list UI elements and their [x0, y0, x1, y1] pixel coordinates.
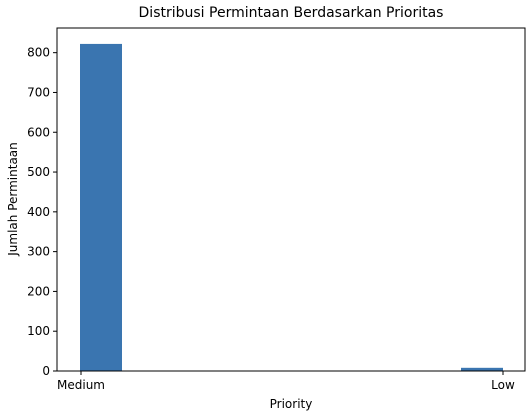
- x-tick-label-low: Low: [491, 378, 515, 392]
- y-tick-label: 200: [27, 284, 50, 298]
- bars-layer: [80, 43, 503, 371]
- y-tick-label: 100: [27, 324, 50, 338]
- y-axis-label: Jumlah Permintaan: [6, 142, 20, 257]
- x-axis-ticks: Medium Low: [57, 371, 515, 392]
- chart-title: Distribusi Permintaan Berdasarkan Priori…: [139, 5, 444, 21]
- y-tick-label: 600: [27, 125, 50, 139]
- y-tick-label: 700: [27, 85, 50, 99]
- y-tick-label: 400: [27, 205, 50, 219]
- y-tick-label: 800: [27, 46, 50, 60]
- y-axis-ticks: 0 100 200 300 400 500 600 700 800: [27, 46, 57, 378]
- y-tick-label: 0: [42, 364, 50, 378]
- y-tick-label: 500: [27, 165, 50, 179]
- x-tick-label-medium: Medium: [57, 378, 105, 392]
- x-axis-label: Priority: [270, 397, 313, 411]
- plot-frame: [56, 27, 526, 372]
- bar-medium: [80, 43, 122, 371]
- bar-low: [461, 367, 503, 371]
- y-tick-label: 300: [27, 245, 50, 259]
